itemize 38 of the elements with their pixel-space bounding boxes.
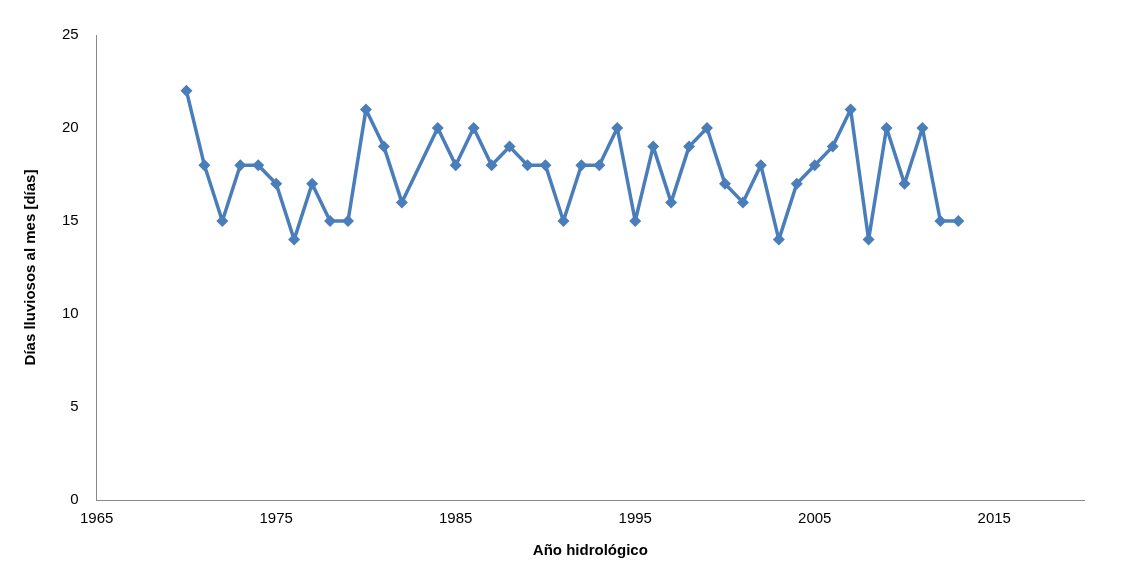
x-tick-label: 1995 bbox=[618, 509, 652, 527]
y-tick-label: 25 bbox=[62, 25, 79, 43]
x-tick-label: 1965 bbox=[80, 509, 114, 527]
x-axis-title: Año hidrológico bbox=[532, 541, 648, 559]
x-tick-label: 1975 bbox=[259, 509, 293, 527]
point bbox=[306, 177, 319, 190]
y-axis-title: Días lluviosos al mes [días] bbox=[21, 169, 39, 366]
y-tick-label: 20 bbox=[62, 118, 79, 136]
point bbox=[395, 196, 408, 209]
y-tick-label: 0 bbox=[70, 490, 79, 508]
x-tick-label: 2015 bbox=[977, 509, 1011, 527]
point bbox=[503, 140, 516, 153]
point bbox=[198, 159, 211, 172]
point bbox=[593, 159, 606, 172]
point bbox=[683, 140, 696, 153]
x-tick-label: 1985 bbox=[439, 509, 473, 527]
point bbox=[808, 159, 821, 172]
point bbox=[485, 159, 498, 172]
point bbox=[270, 177, 283, 190]
y-tick-label: 10 bbox=[62, 304, 79, 322]
point bbox=[449, 159, 462, 172]
point bbox=[790, 177, 803, 190]
y-tick-label: 5 bbox=[70, 397, 79, 415]
y-tick-label: 15 bbox=[62, 211, 79, 229]
point bbox=[754, 159, 767, 172]
point bbox=[736, 196, 749, 209]
point bbox=[288, 233, 301, 246]
point bbox=[342, 215, 354, 227]
x-tick-label: 2005 bbox=[798, 509, 832, 527]
point bbox=[701, 122, 714, 134]
point bbox=[377, 140, 390, 153]
point bbox=[952, 215, 965, 227]
point bbox=[718, 177, 731, 190]
point bbox=[180, 84, 193, 97]
point bbox=[826, 140, 839, 153]
point bbox=[431, 122, 444, 134]
point bbox=[252, 159, 265, 172]
point bbox=[467, 122, 480, 134]
